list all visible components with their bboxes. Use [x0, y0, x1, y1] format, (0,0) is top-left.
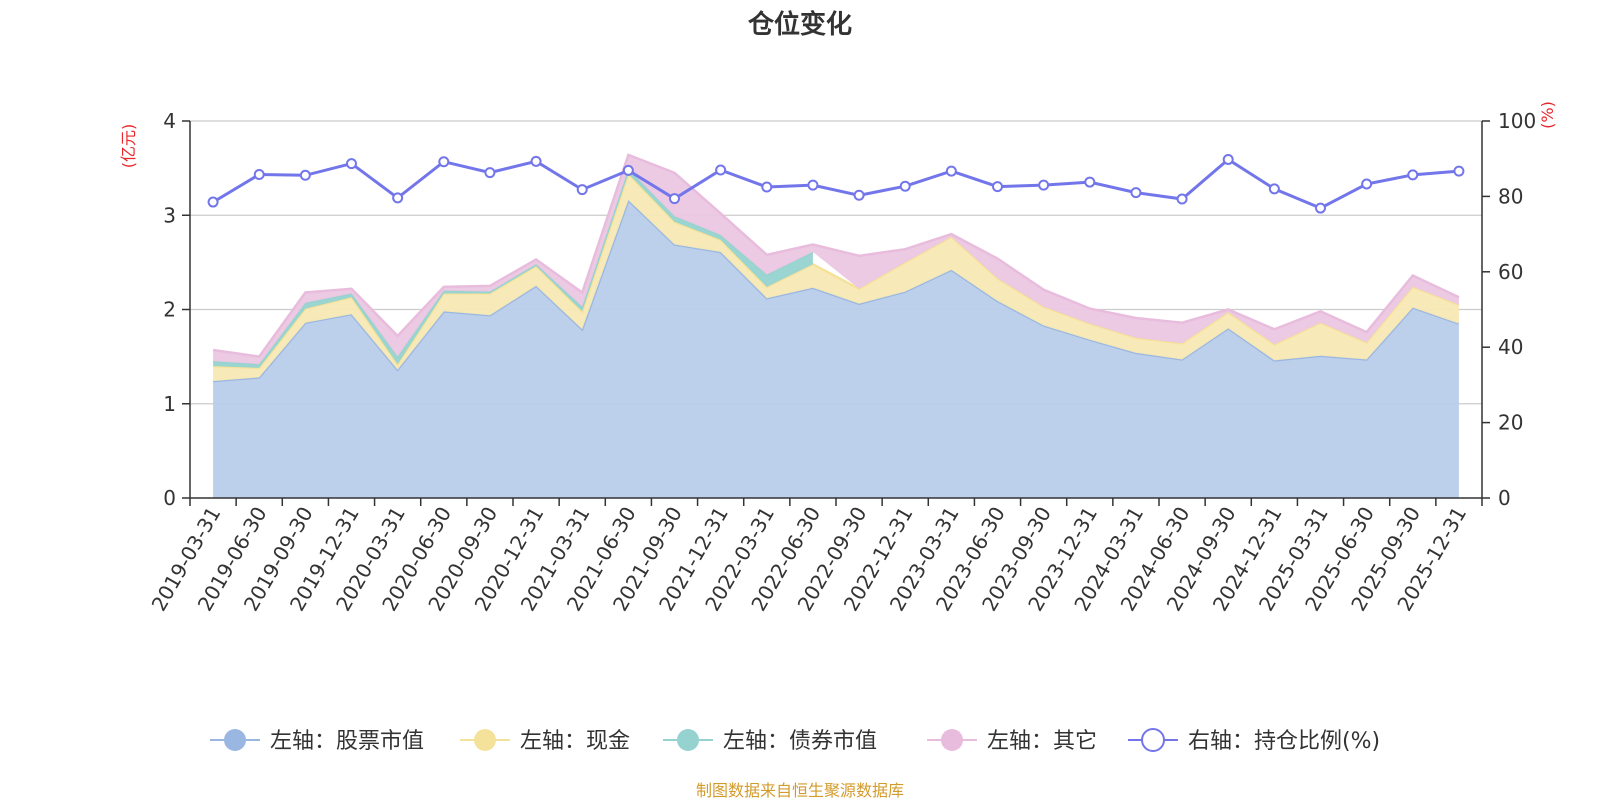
ratio-point: [1315, 202, 1326, 214]
ratio-point: [346, 158, 357, 170]
legend-marker: [941, 729, 963, 751]
left-tick-label: 4: [163, 109, 176, 133]
ratio-point: [207, 196, 219, 208]
ratio-point: [1453, 165, 1465, 177]
legend-marker: [474, 729, 496, 751]
legend: 左轴：股票市值 左轴：现金 左轴：债券市值 左轴：其它 右轴：持仓比例(%): [210, 728, 1380, 754]
ratio-point: [1268, 183, 1280, 195]
right-tick-label: 20: [1498, 411, 1523, 435]
legend-marker: [224, 729, 246, 751]
ratio-point: [392, 192, 404, 204]
right-tick-label: 40: [1498, 335, 1523, 359]
area-edge-3: [212, 153, 1460, 358]
ratio-point: [669, 193, 680, 205]
ratio-point: [715, 164, 727, 176]
legend-label: 左轴：债券市值: [723, 729, 877, 754]
ratio-point: [622, 164, 634, 176]
ratio-point: [530, 155, 542, 167]
area-series-2: [213, 169, 813, 368]
left-axis-unit: (亿元): [119, 124, 138, 169]
ratio-point: [1222, 153, 1234, 165]
ratio-point: [1407, 169, 1419, 181]
ratio-point: [992, 181, 1003, 193]
legend-label: 右轴：持仓比例(%): [1188, 729, 1380, 754]
area-series-3: [213, 154, 1459, 365]
ratio-point: [945, 165, 957, 177]
right-axis-unit: (%): [1538, 101, 1557, 129]
ratio-point: [1084, 176, 1096, 188]
area-series-0: [213, 200, 1459, 498]
ratio-point: [899, 180, 911, 192]
ratio-point: [253, 169, 265, 181]
ratio-point: [484, 167, 496, 179]
stacked-areas: [212, 153, 1460, 498]
ratio-point: [807, 179, 819, 191]
chart-title: 仓位变化: [747, 9, 852, 40]
left-tick-label: 3: [163, 203, 176, 227]
legend-label: 左轴：股票市值: [270, 729, 424, 754]
ratio-line: [207, 153, 1465, 214]
left-tick-label: 2: [163, 298, 176, 322]
ratio-point: [1361, 178, 1373, 190]
right-tick-label: 0: [1498, 486, 1511, 510]
legend-label: 左轴：现金: [520, 729, 630, 754]
legend-marker: [1141, 728, 1165, 752]
ratio-point: [1176, 193, 1188, 205]
right-tick-label: 80: [1498, 184, 1523, 208]
ratio-point: [576, 184, 588, 196]
ratio-point: [761, 181, 773, 193]
ratio-point: [299, 169, 311, 181]
right-tick-label: 60: [1498, 260, 1523, 284]
ratio-point: [1130, 187, 1142, 199]
ratio-point: [853, 189, 865, 201]
right-tick-label: 100: [1498, 109, 1536, 133]
footer-source: 制图数据来自恒生聚源数据库: [696, 781, 904, 800]
left-tick-label: 1: [163, 392, 176, 416]
ratio-point: [438, 156, 450, 168]
left-tick-label: 0: [163, 486, 176, 510]
ratio-point: [1038, 179, 1050, 191]
ratio-line-path: [212, 157, 1460, 210]
legend-marker: [677, 729, 699, 751]
legend-label: 左轴：其它: [987, 729, 1097, 754]
